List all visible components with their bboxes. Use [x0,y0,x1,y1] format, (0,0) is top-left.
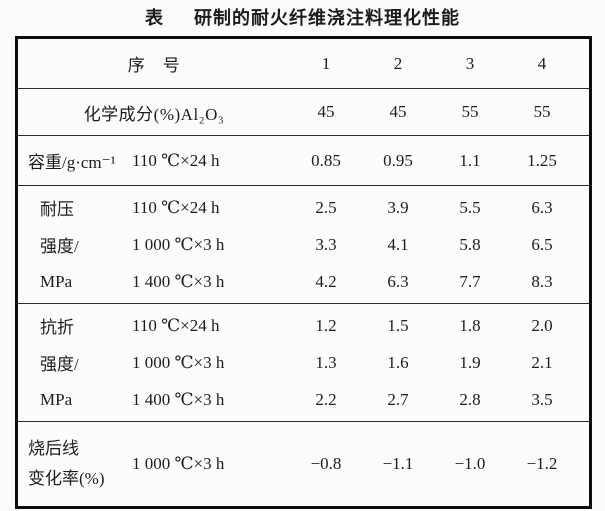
value-cell: 0.85 [311,150,341,170]
column-header: 1 [321,53,331,73]
value-cell: 5.5 [459,197,481,217]
value-cell: 5.8 [459,234,481,254]
row-label: MPa [40,271,73,291]
test-condition: 110 ℃×24 h [132,315,220,335]
value-cell: 2.8 [459,389,481,409]
value-cell: 1.2 [315,315,337,335]
section-flexural-strength: 抗折 110 ℃×24 h 1.2 1.5 1.8 2.0 强度/ 1 000 … [18,303,589,421]
value-cell: 3.5 [531,389,553,409]
value-cell: 0.95 [383,150,413,170]
row-label: 强度/ [40,237,79,256]
table-header-section: 序 号 1 2 3 4 [18,39,589,88]
value-cell: −1.0 [454,454,486,473]
properties-table: 序 号 1 2 3 4 化学成分(%)Al₂O₃ 45 45 55 55 容重/… [15,36,592,509]
value-cell: 2.2 [315,389,337,409]
value-cell: 2.5 [315,197,337,217]
value-cell: 4.1 [387,234,409,254]
value-cell: 2.1 [531,352,553,372]
value-cell: −1.2 [526,454,558,473]
value-cell: 6.3 [387,271,409,291]
value-cell: −0.8 [310,454,342,473]
column-header: 2 [393,53,403,73]
test-condition: 1 000 ℃×3 h [132,234,225,254]
table-row: 烧后线 变化率(%) 1 000 ℃×3 h −0.8 −1.1 −1.0 −1… [18,422,589,506]
table-row: 强度/ 1 000 ℃×3 h 3.3 4.1 5.8 6.5 [18,226,589,263]
row-label: 强度/ [40,355,79,374]
row-label: 抗折 [40,318,74,337]
row-label: 容重/g·cm⁻¹ [28,153,116,172]
test-condition: 1 400 ℃×3 h [132,389,225,409]
row-label: 化学成分(%)Al₂O₃ [83,104,225,124]
table-row: 容重/g·cm⁻¹ 110 ℃×24 h 0.85 0.95 1.1 1.25 [18,136,589,185]
value-cell: 1.6 [387,352,409,372]
table-label: 表 [145,8,164,28]
value-cell: 55 [533,102,551,121]
value-cell: 1.8 [459,315,481,335]
value-cell: 45 [389,102,407,121]
row-label: 烧后线 变化率(%) [18,434,130,494]
value-cell: 4.2 [315,271,337,291]
value-cell: 55 [461,102,479,121]
table-row: MPa 1 400 ℃×3 h 2.2 2.7 2.8 3.5 [18,381,589,421]
value-cell: 6.3 [531,197,553,217]
table-row: 耐压 110 ℃×24 h 2.5 3.9 5.5 6.3 [18,186,589,226]
test-condition: 1 000 ℃×3 h [132,454,225,473]
table-row: 抗折 110 ℃×24 h 1.2 1.5 1.8 2.0 [18,304,589,344]
section-chemical-composition: 化学成分(%)Al₂O₃ 45 45 55 55 [18,88,589,135]
table-row: MPa 1 400 ℃×3 h 4.2 6.3 7.7 8.3 [18,263,589,303]
value-cell: 3.3 [315,234,337,254]
column-header: 4 [537,53,547,73]
section-bulk-density: 容重/g·cm⁻¹ 110 ℃×24 h 0.85 0.95 1.1 1.25 [18,135,589,185]
value-cell: 1.9 [459,352,481,372]
test-condition: 1 400 ℃×3 h [132,271,225,291]
test-condition: 110 ℃×24 h [132,197,220,217]
table-row: 序 号 1 2 3 4 [18,39,589,88]
table-row: 强度/ 1 000 ℃×3 h 1.3 1.6 1.9 2.1 [18,344,589,381]
section-compressive-strength: 耐压 110 ℃×24 h 2.5 3.9 5.5 6.3 强度/ 1 000 … [18,185,589,303]
section-linear-change: 烧后线 变化率(%) 1 000 ℃×3 h −0.8 −1.1 −1.0 −1… [18,421,589,506]
value-cell: 1.1 [459,150,481,170]
value-cell: −1.1 [382,454,414,473]
row-label: 耐压 [40,200,74,219]
table-row: 化学成分(%)Al₂O₃ 45 45 55 55 [18,89,589,135]
value-cell: 8.3 [531,271,553,291]
table-title: 表 研制的耐火纤维浇注料理化性能 [0,0,605,34]
value-cell: 1.25 [527,150,557,170]
value-cell: 2.0 [531,315,553,335]
value-cell: 2.7 [387,389,409,409]
row-label-line: 变化率(%) [28,469,105,488]
serial-number-label: 序 号 [127,56,181,75]
value-cell: 3.9 [387,197,409,217]
row-label: MPa [40,389,73,409]
value-cell: 7.7 [459,271,481,291]
table-caption: 研制的耐火纤维浇注料理化性能 [194,8,460,28]
value-cell: 6.5 [531,234,553,254]
row-label-line: 烧后线 [28,439,79,458]
test-condition: 110 ℃×24 h [132,150,220,170]
value-cell: 1.5 [387,315,409,335]
value-cell: 1.3 [315,352,337,372]
value-cell: 45 [317,102,335,121]
column-header: 3 [465,53,475,73]
test-condition: 1 000 ℃×3 h [132,352,225,372]
